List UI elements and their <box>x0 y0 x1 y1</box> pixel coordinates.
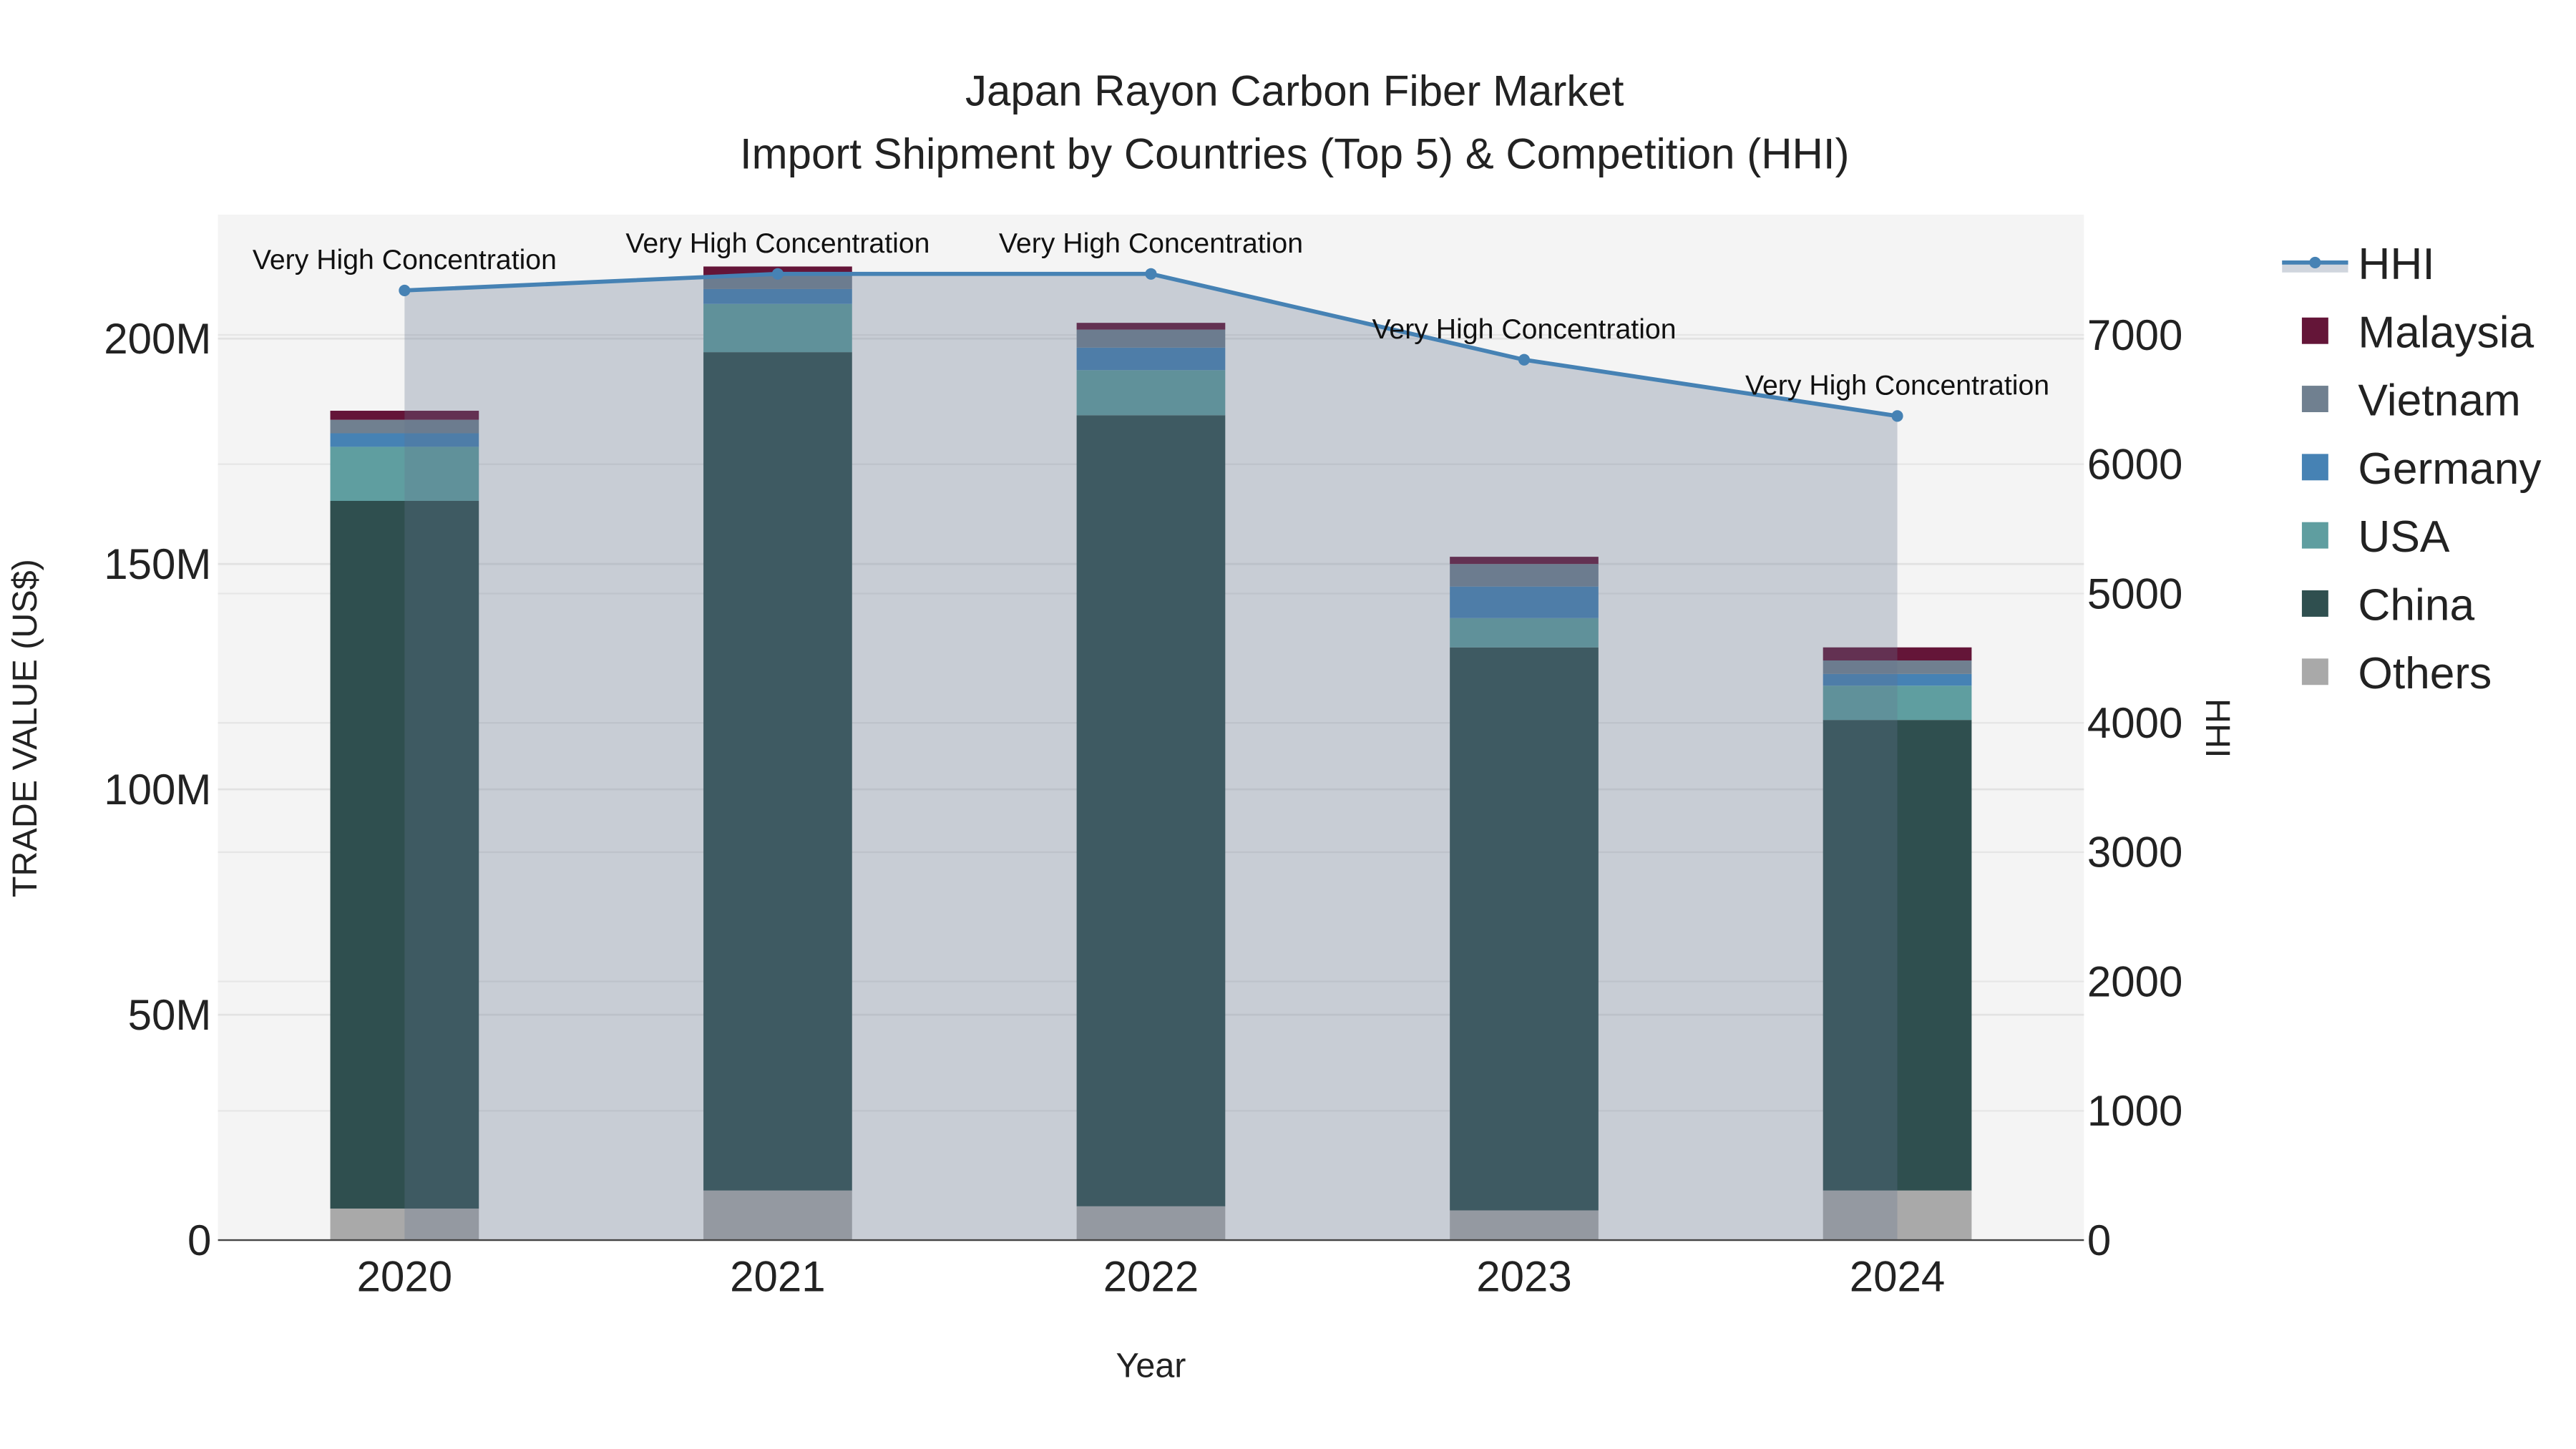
legend-swatch <box>2301 386 2328 412</box>
chart-title-line2: Import Shipment by Countries (Top 5) & C… <box>740 130 1850 177</box>
hhi-annotation: Very High Concentration <box>999 228 1303 259</box>
bars <box>330 266 1972 1241</box>
legend-label: Vietnam <box>2358 376 2520 426</box>
x-tick-label: 2021 <box>730 1253 825 1301</box>
bar-usa-2022 <box>1076 370 1226 416</box>
y2-tick-label: 7000 <box>2087 311 2182 359</box>
legend-label: Malaysia <box>2358 308 2534 357</box>
y2-tick-label: 4000 <box>2087 699 2182 747</box>
bar-others-2021 <box>703 1190 852 1241</box>
bar-malaysia-2022 <box>1076 323 1226 330</box>
bar-usa-2024 <box>1823 686 1972 721</box>
hhi-layer: Very High Concentration Very High Concent… <box>253 228 2049 1241</box>
y2-tick-label: 6000 <box>2087 441 2182 489</box>
y2-tick-label: 5000 <box>2087 570 2182 618</box>
y-axis-title: TRADE VALUE (US$) <box>6 559 44 897</box>
y-tick-label: 200M <box>104 315 211 363</box>
y2-tick-label: 3000 <box>2087 829 2182 877</box>
legend-label: Others <box>2358 649 2492 698</box>
legend-label: USA <box>2358 512 2450 562</box>
hhi-point-2020 <box>399 284 411 296</box>
bar-germany-2020 <box>330 433 479 447</box>
bar-malaysia-2024 <box>1823 647 1972 660</box>
bar-vietnam-2021 <box>703 275 852 289</box>
hhi-point-2021 <box>771 268 784 280</box>
bar-others-2024 <box>1823 1190 1972 1241</box>
bar-usa-2020 <box>330 447 479 502</box>
bar-vietnam-2023 <box>1450 564 1599 587</box>
y-tick-label: 0 <box>187 1216 211 1264</box>
bar-china-2020 <box>330 501 479 1209</box>
legend-swatch <box>2301 590 2328 617</box>
y2-axis-title: HHI <box>2198 698 2237 758</box>
legend-swatch-marker <box>2309 256 2321 268</box>
bar-china-2023 <box>1450 647 1599 1211</box>
hhi-annotation: Very High Concentration <box>1372 313 1676 345</box>
legend-item-germany[interactable]: Germany <box>2301 444 2542 494</box>
bar-germany-2023 <box>1450 586 1599 618</box>
bar-germany-2024 <box>1823 673 1972 686</box>
legend-swatch <box>2301 317 2328 344</box>
hhi-point-2022 <box>1145 268 1157 280</box>
y-tick-label: 100M <box>104 766 211 814</box>
bar-china-2024 <box>1823 720 1972 1191</box>
bar-china-2022 <box>1076 415 1226 1206</box>
hhi-annotation: Very High Concentration <box>1745 369 2049 401</box>
y2-tick-label: 1000 <box>2087 1087 2182 1135</box>
hhi-annotation: Very High Concentration <box>253 244 557 275</box>
bar-germany-2022 <box>1076 347 1226 371</box>
tick-labels: 0 50M 100M 150M 200M 0 1000 2000 3000 4000 5000 600… <box>104 311 2182 1301</box>
x-axis-title: Year <box>1116 1347 1186 1385</box>
hhi-annotation: Very High Concentration <box>625 228 930 259</box>
legend-item-vietnam[interactable]: Vietnam <box>2301 376 2521 426</box>
x-tick-label: 2024 <box>1850 1253 1945 1301</box>
legend-item-malaysia[interactable]: Malaysia <box>2301 308 2534 357</box>
legend: HHI Malaysia Vietnam Germany USA China Others <box>2282 240 2542 698</box>
bar-vietnam-2020 <box>330 419 479 434</box>
x-tick-label: 2023 <box>1476 1253 1571 1301</box>
hhi-point-2024 <box>1891 410 1903 422</box>
legend-label: Germany <box>2358 444 2542 494</box>
legend-swatch <box>2301 658 2328 686</box>
bar-others-2023 <box>1450 1210 1599 1241</box>
legend-label: HHI <box>2358 240 2434 289</box>
bar-malaysia-2023 <box>1450 557 1599 565</box>
legend-label: China <box>2358 581 2474 630</box>
legend-item-usa[interactable]: USA <box>2301 512 2450 562</box>
bar-others-2020 <box>330 1208 479 1241</box>
bar-usa-2021 <box>703 303 852 353</box>
legend-swatch <box>2301 522 2328 549</box>
y-tick-label: 50M <box>128 991 212 1039</box>
bar-vietnam-2022 <box>1076 329 1226 348</box>
hhi-point-2023 <box>1518 353 1531 366</box>
y2-tick-label: 0 <box>2087 1216 2111 1264</box>
bar-vietnam-2024 <box>1823 660 1972 674</box>
bar-malaysia-2020 <box>330 411 479 420</box>
x-tick-label: 2020 <box>357 1253 452 1301</box>
chart-title-line1: Japan Rayon Carbon Fiber Market <box>965 67 1624 115</box>
bar-germany-2021 <box>703 288 852 304</box>
legend-item-hhi[interactable]: HHI <box>2282 240 2435 289</box>
legend-item-others[interactable]: Others <box>2301 649 2492 698</box>
bar-china-2021 <box>703 352 852 1191</box>
x-tick-label: 2022 <box>1103 1253 1199 1301</box>
hhi-area <box>404 273 1898 1241</box>
y-tick-label: 150M <box>104 540 211 588</box>
bar-others-2022 <box>1076 1206 1226 1241</box>
bar-usa-2023 <box>1450 618 1599 648</box>
legend-item-china[interactable]: China <box>2301 581 2475 630</box>
y2-tick-label: 2000 <box>2087 957 2182 1005</box>
legend-swatch <box>2301 454 2328 481</box>
